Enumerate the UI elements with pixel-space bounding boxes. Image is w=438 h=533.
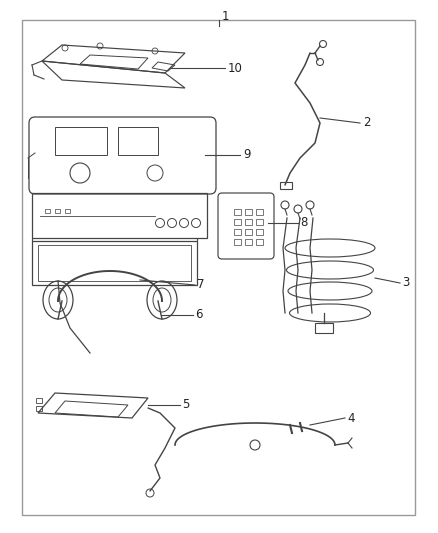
Bar bbox=[234, 239, 241, 245]
Bar bbox=[315, 323, 333, 333]
Bar bbox=[32, 193, 207, 238]
Bar bbox=[65, 209, 70, 213]
Bar bbox=[245, 239, 252, 245]
Bar bbox=[55, 209, 60, 213]
Bar bbox=[118, 127, 158, 155]
Bar bbox=[32, 241, 197, 285]
Text: 5: 5 bbox=[182, 399, 189, 411]
Bar bbox=[234, 209, 241, 215]
Text: 2: 2 bbox=[363, 117, 371, 130]
Bar bbox=[280, 182, 292, 189]
Bar bbox=[245, 209, 252, 215]
Text: 1: 1 bbox=[222, 11, 230, 23]
Bar bbox=[36, 398, 42, 403]
Bar bbox=[234, 229, 241, 235]
Bar bbox=[55, 127, 107, 155]
Bar bbox=[38, 245, 191, 281]
Bar bbox=[234, 219, 241, 225]
Bar bbox=[256, 239, 263, 245]
Text: 3: 3 bbox=[402, 277, 410, 289]
Bar bbox=[256, 209, 263, 215]
Bar bbox=[245, 229, 252, 235]
Bar bbox=[245, 219, 252, 225]
Text: 8: 8 bbox=[300, 216, 307, 230]
Text: 7: 7 bbox=[197, 279, 205, 292]
Text: 6: 6 bbox=[195, 309, 202, 321]
Bar bbox=[22, 20, 415, 515]
Bar bbox=[256, 229, 263, 235]
Text: 4: 4 bbox=[347, 411, 354, 424]
Text: 9: 9 bbox=[243, 149, 251, 161]
Text: 10: 10 bbox=[228, 61, 243, 75]
Bar bbox=[36, 406, 42, 411]
Bar bbox=[45, 209, 50, 213]
Bar bbox=[256, 219, 263, 225]
